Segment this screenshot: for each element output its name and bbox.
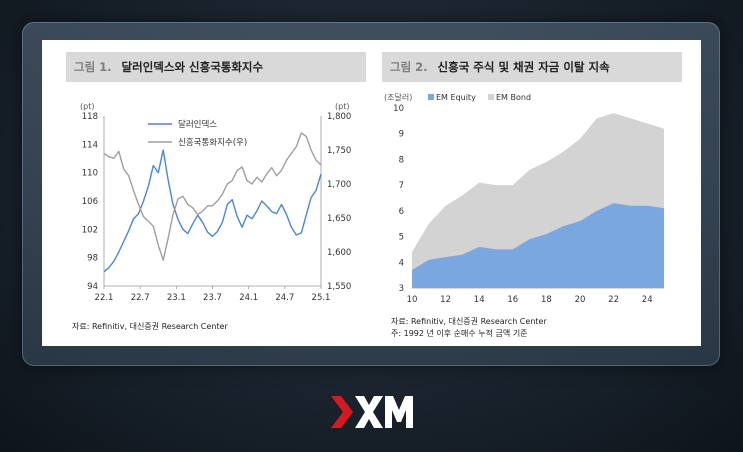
x-tick-label: 23.1 [167,293,186,303]
legend-label: EM Equity [436,93,476,102]
left-y-tick-label: 106 [82,197,98,207]
y-tick-label: 7 [399,181,404,191]
figure-2-source: 자료: Refinitiv, 대신증권 Research Center [391,317,547,326]
left-y-tick-label: 118 [82,112,98,122]
left-y-tick-label: 110 [82,169,98,179]
x-tick-label: 16 [507,295,518,305]
right-y-tick-label: 1,650 [327,214,351,224]
x-tick-label: 22 [608,295,619,305]
x-tick-label: 10 [407,295,418,305]
figure-1-title: 달러인덱스와 신흥국통화지수 [121,60,264,74]
figure-1-title-bar: 그림 1. 달러인덱스와 신흥국통화지수 [66,52,366,82]
y-axis-unit: (조달러) [384,93,412,102]
x-tick-label: 22.7 [131,293,150,303]
legend-label: 신흥국통화지수(우) [178,137,247,148]
x-tick-label: 24.7 [275,293,294,303]
right-axis-unit: (pt) [335,102,349,111]
figure-1-line-chart: (pt) (pt)11811411010610298941,8001,7501,7… [80,102,351,303]
y-tick-label: 8 [399,155,404,165]
legend-swatch [428,94,434,100]
x-tick-label: 23.7 [203,293,222,303]
x-tick-label: 18 [541,295,552,305]
left-y-tick-label: 102 [82,225,98,235]
left-y-tick-label: 94 [87,282,98,292]
y-tick-label: 5 [399,233,404,243]
xm-logo-m [385,396,413,428]
report-page: 그림 1. 달러인덱스와 신흥국통화지수 (pt) (pt) 118 114 110 10… [42,40,701,346]
x-tick-label: 25.1 [312,293,331,303]
x-tick-label: 12 [440,295,451,305]
left-y-tick-label: 114 [82,140,98,150]
figure-2-title: 신흥국 주식 및 채권 자금 이탈 지속 [437,60,610,74]
right-y-tick-label: 1,600 [327,248,351,258]
figure-2-panel: 그림 2. 신흥국 주식 및 채권 자금 이탈 지속 (조달러) 10 9 8 7 6 5 4… [382,52,682,305]
figure-1-number: 그림 1. [74,60,112,74]
x-tick-label: 24.1 [239,293,258,303]
x-tick-label: 22.1 [95,293,114,303]
xm-logo [331,394,415,434]
right-y-tick-label: 1,750 [327,146,351,156]
figure-2-note: 주: 1992 년 이후 순매수 누적 금액 기준 [391,329,528,338]
y-tick-label: 3 [399,284,404,294]
figure-1-source: 자료: Refinitiv, 대신증권 Research Center [72,322,228,331]
figure-2-title-bar: 그림 2. 신흥국 주식 및 채권 자금 이탈 지속 [382,52,682,82]
xm-logo-arrow [331,396,353,428]
x-tick-label: 24 [642,295,653,305]
left-y-tick-label: 98 [87,254,98,264]
left-axis-unit: (pt) [80,102,94,111]
right-y-tick-label: 1,800 [327,112,351,122]
y-tick-label: 6 [399,207,404,217]
em-equity-area [412,203,664,288]
figure-1-panel: 그림 1. 달러인덱스와 신흥국통화지수 (pt) (pt) 118 114 110 10… [66,52,366,303]
x-tick-label: 14 [474,295,485,305]
y-tick-label: 10 [393,104,404,114]
legend-label: EM Bond [496,93,531,102]
right-y-tick-label: 1,550 [327,282,351,292]
y-tick-label: 9 [399,130,404,140]
xm-logo-mark [331,396,413,428]
legend-swatch [488,94,494,100]
y-tick-label: 4 [399,258,404,268]
em-currency-index-line [103,132,322,261]
x-tick-label: 20 [575,295,586,305]
xm-logo-x [355,396,383,428]
figure-2-number: 그림 2. [390,60,428,74]
right-y-tick-label: 1,700 [327,180,351,190]
dollar-index-line [103,149,322,273]
legend-label: 달러인덱스 [178,119,217,130]
